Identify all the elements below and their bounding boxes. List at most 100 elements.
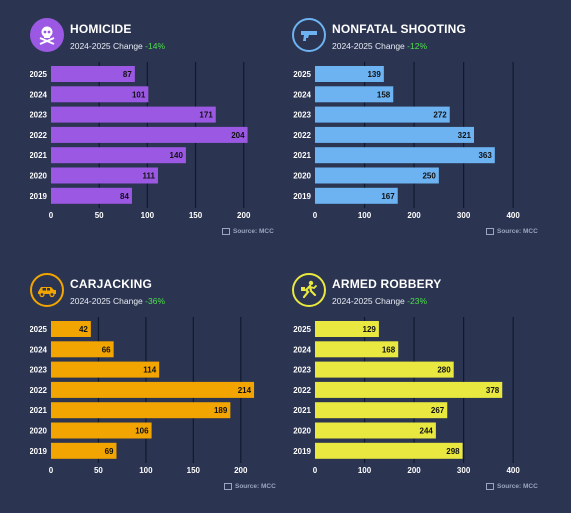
x-tick-label: 200 — [407, 211, 421, 220]
source-text: Source: MCC — [235, 483, 276, 490]
bar — [315, 442, 463, 459]
bar — [51, 341, 114, 358]
subtitle-label: 2024-2025 Change — [70, 41, 143, 51]
source-note: Source: MCC — [224, 483, 276, 490]
x-tick-label: 0 — [49, 466, 54, 475]
change-value: -23% — [407, 296, 428, 306]
running-thief-icon — [292, 273, 326, 307]
value-label: 204 — [231, 131, 245, 140]
category-label: 2025 — [293, 70, 311, 79]
category-label: 2024 — [293, 90, 311, 99]
source-icon — [486, 228, 494, 235]
handgun-icon — [292, 18, 326, 52]
value-label: 189 — [214, 406, 228, 415]
x-tick-label: 0 — [49, 211, 54, 220]
change-value: -36% — [145, 296, 166, 306]
panel-title: ARMED ROBBERY — [332, 277, 442, 291]
carjacking-chart: 2025 42 2024 66 2023 114 2022 214 2021 189 2020 106… — [30, 317, 255, 475]
category-label: 2025 — [293, 325, 311, 334]
bar — [51, 66, 135, 82]
x-tick-label: 400 — [506, 211, 520, 220]
x-tick-label: 300 — [457, 466, 471, 475]
value-label: 378 — [486, 386, 500, 395]
category-label: 2024 — [30, 345, 48, 354]
source-note: Source: MCC — [486, 228, 538, 235]
x-tick-label: 150 — [187, 466, 201, 475]
panel-title: NONFATAL SHOOTING — [332, 22, 467, 36]
source-icon — [222, 228, 230, 235]
nonfatal-shooting-chart: 2025 139 2024 158 2023 272 2022 321 2021 363 2020 2… — [293, 62, 520, 220]
value-label: 114 — [143, 366, 156, 375]
value-label: 106 — [135, 427, 149, 436]
armed-robbery-chart: 2025 129 2024 168 2023 280 2022 378 2021 267 2020 2… — [293, 317, 520, 475]
change-value: -12% — [407, 41, 428, 51]
category-label: 2025 — [30, 70, 48, 79]
category-label: 2021 — [293, 151, 311, 160]
nonfatal-shooting-panel: NONFATAL SHOOTING 2024-2025 Change -12% … — [292, 18, 567, 258]
x-tick-label: 400 — [506, 466, 520, 475]
bar — [315, 106, 450, 123]
value-label: 167 — [381, 192, 395, 201]
homicide-panel: HOMICIDE 2024-2025 Change -14% 2025 87 202… — [30, 18, 305, 258]
value-label: 171 — [199, 111, 213, 120]
value-label: 321 — [458, 131, 472, 140]
category-label: 2019 — [30, 447, 48, 456]
bar — [315, 187, 398, 204]
x-tick-label: 150 — [189, 211, 203, 220]
bar — [315, 167, 439, 184]
value-label: 140 — [170, 151, 184, 160]
x-tick-label: 100 — [139, 466, 153, 475]
source-text: Source: MCC — [497, 228, 538, 235]
armed-robbery-panel: ARMED ROBBERY 2024-2025 Change -23% 2025… — [292, 273, 567, 513]
x-tick-label: 100 — [358, 466, 372, 475]
panel-subtitle: 2024-2025 Change -23% — [332, 296, 427, 306]
category-label: 2019 — [293, 192, 311, 201]
value-label: 363 — [478, 151, 492, 160]
bar — [315, 66, 384, 82]
homicide-chart: 2025 87 2024 101 2023 171 2022 204 2021 140 2020 11… — [30, 62, 251, 220]
source-text: Source: MCC — [233, 228, 274, 235]
bar — [51, 381, 255, 398]
value-label: 87 — [123, 70, 132, 79]
category-label: 2024 — [30, 90, 48, 99]
subtitle-label: 2024-2025 Change — [70, 296, 143, 306]
category-label: 2019 — [30, 192, 48, 201]
change-value: -14% — [145, 41, 166, 51]
bar — [51, 147, 186, 164]
value-label: 267 — [431, 406, 445, 415]
value-label: 129 — [363, 325, 377, 334]
x-tick-label: 50 — [94, 466, 103, 475]
bar — [315, 126, 475, 143]
value-label: 101 — [132, 90, 146, 99]
bar — [51, 187, 132, 204]
bar — [51, 361, 160, 378]
category-label: 2022 — [293, 386, 311, 395]
value-label: 84 — [120, 192, 129, 201]
category-label: 2021 — [30, 406, 48, 415]
x-tick-label: 100 — [141, 211, 155, 220]
category-label: 2019 — [293, 447, 311, 456]
category-label: 2020 — [30, 427, 48, 436]
panel-title: HOMICIDE — [70, 22, 132, 36]
bar — [51, 126, 248, 143]
category-label: 2023 — [293, 111, 311, 120]
x-tick-label: 50 — [95, 211, 104, 220]
x-tick-label: 100 — [358, 211, 372, 220]
source-icon — [224, 483, 232, 490]
source-icon — [486, 483, 494, 490]
skull-crossbones-icon — [30, 18, 64, 52]
bar — [51, 106, 216, 123]
category-label: 2023 — [293, 366, 311, 375]
value-label: 250 — [422, 172, 436, 181]
value-label: 66 — [102, 345, 111, 354]
panel-subtitle: 2024-2025 Change -14% — [70, 41, 165, 51]
value-label: 298 — [446, 447, 460, 456]
value-label: 158 — [377, 90, 391, 99]
category-label: 2020 — [293, 172, 311, 181]
subtitle-label: 2024-2025 Change — [332, 296, 405, 306]
car-icon — [30, 273, 64, 307]
value-label: 168 — [382, 345, 396, 354]
panel-subtitle: 2024-2025 Change -36% — [70, 296, 165, 306]
subtitle-label: 2024-2025 Change — [332, 41, 405, 51]
bar — [315, 381, 503, 398]
